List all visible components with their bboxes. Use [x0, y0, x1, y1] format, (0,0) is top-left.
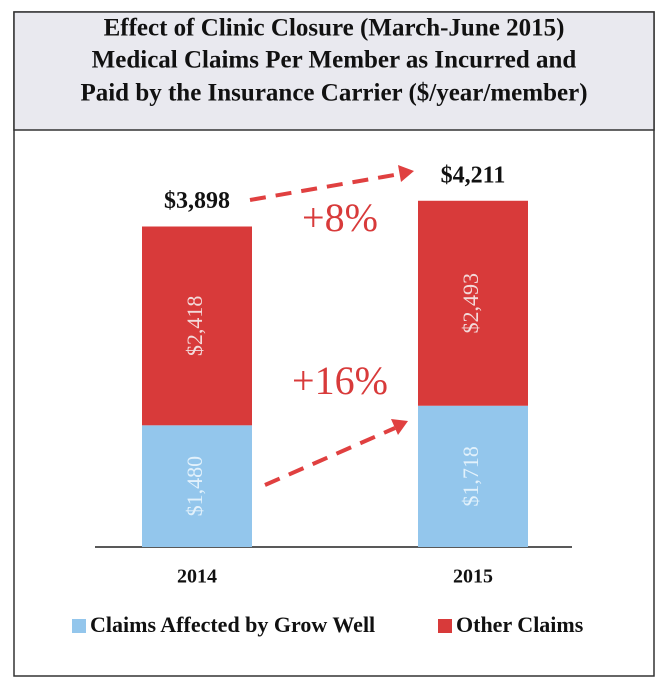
value-label: $2,493: [458, 273, 483, 334]
x-tick-label: 2015: [453, 566, 493, 588]
chart-title: Paid by the Insurance Carrier ($/year/me…: [80, 80, 587, 107]
arrowhead: [391, 419, 408, 435]
legend-swatch: [438, 619, 452, 633]
value-label: $2,418: [182, 296, 207, 357]
arrow: [264, 426, 396, 487]
value-label: $1,718: [458, 446, 483, 507]
bar-segment: [418, 405, 528, 547]
arrowhead: [398, 165, 414, 182]
chart-title: Medical Claims Per Member as Incurred an…: [92, 47, 577, 74]
chart-title: Effect of Clinic Closure (March-June 201…: [104, 15, 565, 42]
value-label: $1,480: [182, 456, 207, 516]
legend-label: Claims Affected by Grow Well: [90, 612, 375, 637]
legend-swatch: [72, 619, 86, 633]
bar-segment: [142, 226, 252, 426]
bar-segment: [142, 425, 252, 547]
annotation: +8%: [302, 195, 378, 240]
title-band: [13, 11, 655, 131]
x-tick-label: 2014: [177, 566, 217, 588]
annotation: +16%: [292, 358, 388, 403]
legend-label: Other Claims: [456, 612, 584, 637]
bar-segment: [418, 200, 528, 406]
total-label: $3,898: [164, 188, 230, 214]
total-label: $4,211: [441, 162, 506, 188]
